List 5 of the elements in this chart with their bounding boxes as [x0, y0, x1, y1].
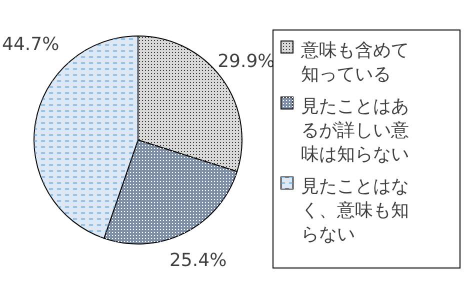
legend-label: 見たことはあるが詳しい意味は知らない — [301, 96, 409, 165]
legend-label: 見たことはなく、意味も知らない — [301, 176, 409, 245]
legend-label: 意味も含めて知っている — [300, 40, 409, 85]
data-label: 25.4% — [169, 250, 227, 271]
data-label: 29.9% — [218, 50, 275, 72]
